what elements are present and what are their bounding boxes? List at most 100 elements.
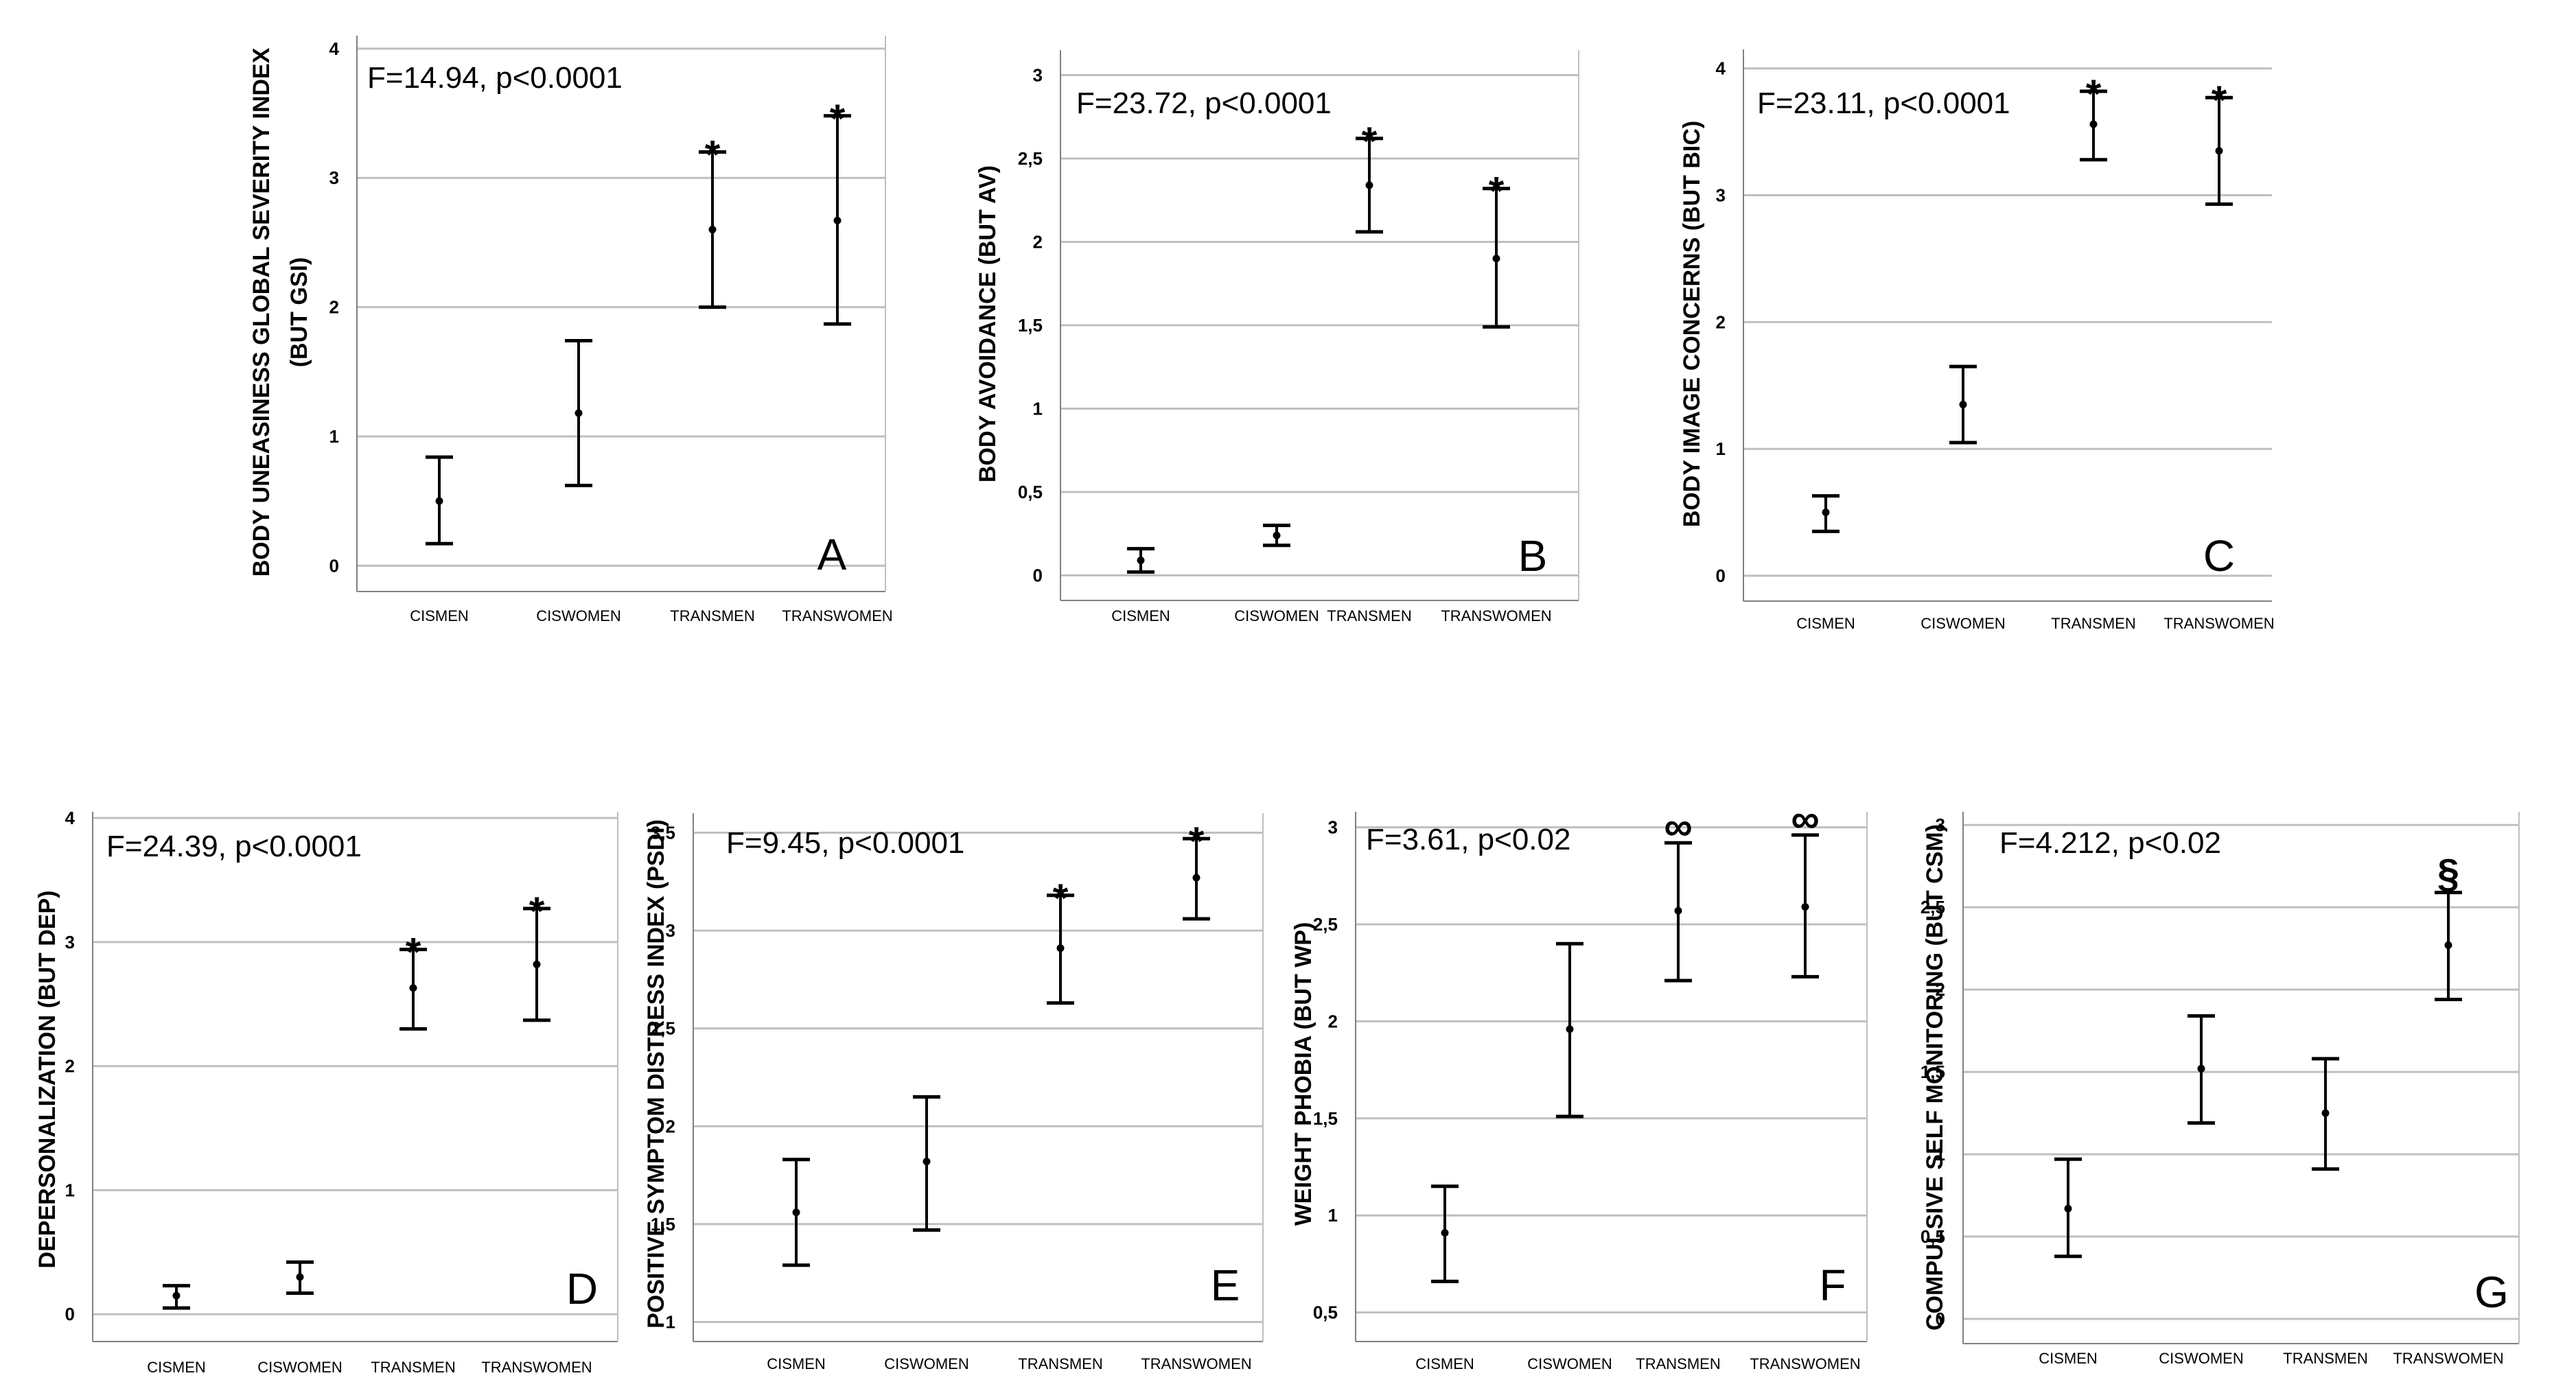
y-tick-label: 2	[1936, 979, 1945, 1000]
x-category-label: TRANSWOMEN	[481, 1359, 592, 1376]
significance-mark: *	[705, 133, 721, 178]
x-category-label: TRANSMEN	[371, 1359, 455, 1376]
mean-point	[296, 1273, 304, 1281]
y-tick-label: 1,5	[1018, 315, 1043, 336]
y-tick-label: 0,5	[1313, 1302, 1338, 1323]
mean-point	[2197, 1064, 2205, 1073]
significance-mark: ∞	[1664, 804, 1692, 849]
mean-point	[2321, 1109, 2330, 1117]
x-category-label: CISMEN	[1796, 615, 1855, 632]
y-tick-label: 2	[1328, 1011, 1338, 1031]
significance-mark: §	[2437, 852, 2459, 896]
panel-letter: E	[1211, 1261, 1240, 1310]
mean-point	[2444, 941, 2452, 949]
mean-point	[1492, 255, 1500, 263]
panel-c: 0 1 2 3 4 BODY IMAGE CONCERNS (BUT BIC) F=23.1…	[1679, 49, 2275, 632]
x-category-label: TRANSWOMEN	[782, 607, 892, 624]
y-tick-label: 2	[329, 297, 339, 318]
y-axis-label: BODY AVOIDANCE (BUT AV)	[975, 165, 1001, 482]
x-category-label: TRANSWOMEN	[2393, 1350, 2503, 1367]
panel-letter: B	[1518, 531, 1548, 581]
x-category-label: TRANSMEN	[670, 607, 754, 624]
x-category-label: CISMEN	[1111, 607, 1170, 624]
mean-point	[792, 1208, 800, 1217]
mean-point	[1566, 1025, 1574, 1033]
x-category-label: CISWOMEN	[1921, 615, 2005, 632]
x-category-label: TRANSMEN	[2051, 615, 2135, 632]
significance-mark: *	[1362, 119, 1378, 164]
y-tick-label: 1,5	[1313, 1108, 1338, 1129]
x-category-label: CISWOMEN	[1527, 1355, 1612, 1372]
significance-mark: *	[1053, 876, 1069, 921]
y-tick-label: 4	[1716, 58, 1726, 79]
y-axis-label: COMPULSIVE SELF MONITORING (BUT CSM)	[1922, 824, 1948, 1331]
mean-point	[923, 1158, 931, 1166]
mean-point	[2089, 120, 2098, 128]
mean-point	[1822, 508, 1830, 517]
y-axis-label: WEIGHT PHOBIA (BUT WP)	[1290, 922, 1316, 1226]
y-tick-label: 2	[666, 1116, 675, 1136]
y-tick-label: 1	[1033, 399, 1043, 419]
x-category-label: CISMEN	[1415, 1355, 1474, 1372]
y-tick-label: 0	[1716, 565, 1726, 586]
panel-a: 0 1 2 3 4 BODY UNEASINESS GLOBAL SEVERITY IND…	[248, 36, 893, 624]
mean-point	[1137, 557, 1145, 565]
stat-annotation: F=14.94, p<0.0001	[367, 61, 623, 95]
panel-letter: D	[566, 1264, 598, 1313]
mean-point	[1674, 906, 1682, 915]
y-axis-label-line2: (BUT GSI)	[286, 257, 312, 368]
mean-point	[2064, 1204, 2072, 1213]
x-category-label: TRANSWOMEN	[1441, 607, 1551, 624]
y-tick-label: 2	[1716, 312, 1726, 332]
y-tick-label: 3	[65, 932, 75, 952]
y-tick-label: 2,5	[651, 1018, 675, 1039]
y-tick-label: 3	[1936, 815, 1945, 835]
x-category-label: CISMEN	[147, 1359, 206, 1376]
y-tick-label: 2,5	[1018, 148, 1043, 169]
x-category-label: TRANSMEN	[2283, 1350, 2367, 1367]
y-tick-label: 1	[666, 1311, 675, 1332]
panel-f: 0,5 1 1,5 2 2,5 3 WEIGHT PHOBIA (BUT WP) F=3.61…	[1290, 797, 1868, 1372]
mean-point	[1441, 1229, 1449, 1237]
significance-mark: *	[2212, 78, 2227, 123]
stat-annotation: F=23.11, p<0.0001	[1757, 86, 2010, 120]
x-category-label: CISMEN	[767, 1355, 826, 1372]
y-tick-label: 1	[329, 426, 339, 447]
y-tick-label: 3	[666, 920, 675, 941]
mean-point	[1273, 531, 1281, 539]
significance-mark: *	[406, 930, 421, 975]
x-category-label: TRANSWOMEN	[2163, 615, 2274, 632]
y-tick-label: 4	[65, 808, 76, 828]
y-tick-label: 0	[65, 1304, 75, 1324]
x-category-label: CISMEN	[410, 607, 469, 624]
mean-point	[1365, 181, 1373, 189]
x-category-label: TRANSWOMEN	[1750, 1355, 1860, 1372]
y-tick-label: 3	[1716, 185, 1726, 206]
stat-annotation: F=9.45, p<0.0001	[726, 826, 964, 860]
y-tick-label: 3,5	[651, 823, 675, 843]
x-category-label: TRANSWOMEN	[1141, 1355, 1251, 1372]
panel-letter: G	[2474, 1267, 2509, 1317]
significance-mark: *	[1189, 819, 1205, 864]
y-tick-label: 2,5	[1313, 914, 1338, 935]
mean-point	[533, 960, 541, 968]
significance-mark: *	[2086, 72, 2102, 117]
panel-letter: C	[2203, 531, 2235, 581]
mean-point	[1192, 874, 1200, 882]
y-tick-label: 1	[1936, 1144, 1945, 1164]
mean-point	[435, 497, 443, 505]
x-category-label: CISWOMEN	[536, 607, 620, 624]
y-tick-label: 3	[1328, 817, 1338, 838]
y-axis-label: DEPERSONALIZATION (BUT DEP)	[34, 891, 60, 1269]
y-tick-label: 2,5	[1921, 897, 1945, 917]
stat-annotation: F=3.61, p<0.02	[1366, 823, 1570, 856]
x-category-label: TRANSMEN	[1327, 607, 1411, 624]
mean-point	[575, 409, 583, 417]
mean-point	[2215, 147, 2223, 155]
panel-d: 0 1 2 3 4 DEPERSONALIZATION (BUT DEP) F=24.39,…	[34, 808, 618, 1376]
y-tick-label: 1	[1716, 438, 1726, 459]
mean-point	[708, 226, 717, 234]
y-tick-label: 1	[65, 1180, 75, 1200]
